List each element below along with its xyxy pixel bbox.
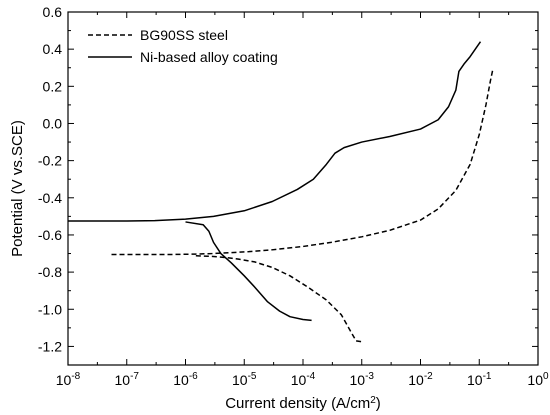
y-tick-label: -0.8 xyxy=(38,264,62,280)
x-axis-title-main: Current density (A/cm xyxy=(225,395,370,412)
y-tick-label: -0.4 xyxy=(38,190,62,206)
y-tick-label: 0.2 xyxy=(43,78,63,94)
y-tick-label: 0.4 xyxy=(43,41,63,57)
ticks-layer xyxy=(67,11,539,365)
x-tick-label: 10-3 xyxy=(350,371,375,388)
plot-frame xyxy=(67,11,539,366)
legend: BG90SS steel Ni-based alloy coating xyxy=(88,27,278,65)
legend-label-bg90ss: BG90SS steel xyxy=(140,27,228,43)
x-tick-label: 10-5 xyxy=(232,371,257,388)
x-axis-title: Current density (A/cm2) xyxy=(225,395,381,413)
series-layer xyxy=(68,41,494,343)
legend-label-ni-alloy: Ni-based alloy coating xyxy=(140,49,278,65)
tick-labels-layer: 10-8 10-7 10-6 10-5 10-4 10-3 10-2 10-1 100 -1.2 -… xyxy=(38,4,549,388)
x-tick-label: 10-1 xyxy=(467,371,492,388)
x-tick-label: 100 xyxy=(527,371,549,388)
y-tick-label: -0.2 xyxy=(38,153,62,169)
series-line-bg90ss-steel-1 xyxy=(195,255,362,343)
series-line-ni-alloy-coating-3 xyxy=(185,221,312,322)
x-tick-label: 10-7 xyxy=(115,371,140,388)
series-line-ni-alloy-coating-2 xyxy=(68,41,482,222)
x-tick-label: 10-6 xyxy=(173,371,198,388)
series-line-bg90ss-steel-0 xyxy=(111,69,494,256)
x-axis-title-sup: 2 xyxy=(370,395,376,406)
y-axis-title: Potential (V vs.SCE) xyxy=(9,120,26,257)
y-tick-label: 0.6 xyxy=(43,4,63,20)
x-axis-title-end: ) xyxy=(376,395,381,412)
x-tick-label: 10-2 xyxy=(408,371,433,388)
x-tick-label: 10-8 xyxy=(56,371,81,388)
x-tick-label: 10-4 xyxy=(291,371,316,388)
y-tick-label: 0.0 xyxy=(43,115,63,131)
y-tick-label: -1.0 xyxy=(38,301,62,317)
y-tick-label: -1.2 xyxy=(38,338,62,354)
y-tick-label: -0.6 xyxy=(38,227,62,243)
